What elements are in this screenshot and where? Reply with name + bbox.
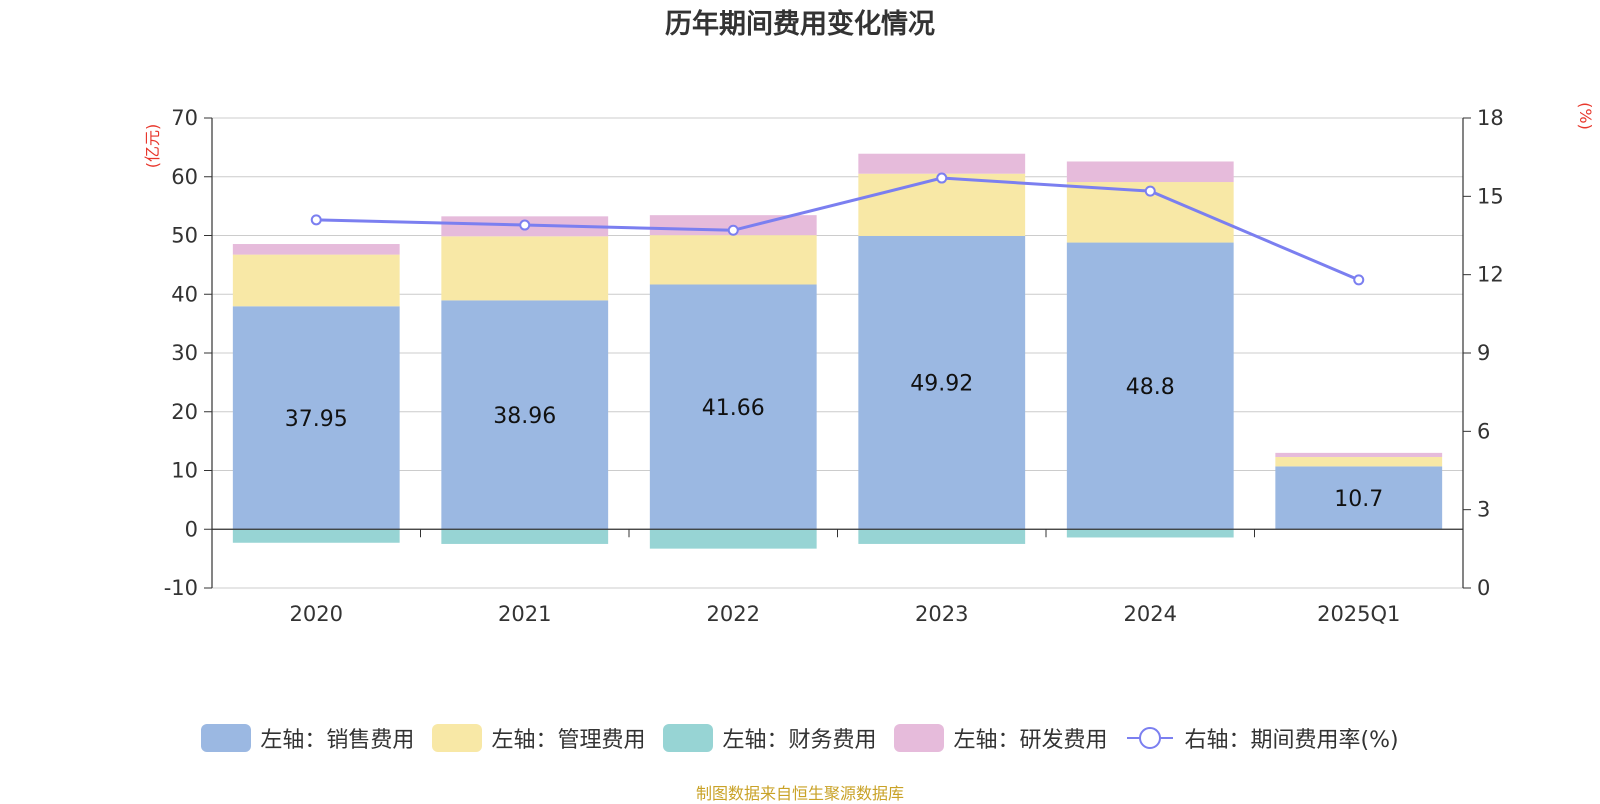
data-label: 38.96 (493, 404, 556, 429)
chart-plot: -10 0 10 20 30 40 50 60 70 0 3 6 9 12 15 18 2020 2021 2022… (143, 102, 1595, 626)
left-axis-tick-label: 30 (171, 341, 198, 365)
x-axis-tick-label: 2025Q1 (1317, 602, 1400, 626)
rate-point (936, 172, 948, 184)
left-axis-tick-label: 40 (171, 282, 198, 306)
legend-label: 右轴：期间费用率(%) (1184, 728, 1399, 753)
bar-2021-左轴：销售费用 (441, 300, 609, 530)
x-axis-tick-label: 2022 (707, 602, 760, 626)
rate-point (310, 214, 322, 226)
legend-swatch (663, 724, 714, 752)
legend-label: 左轴：销售费用 (260, 728, 415, 753)
legend-swatch (201, 724, 252, 752)
data-labels: 37.95 38.96 41.66 49.92 48.8 10.7 (285, 372, 1383, 512)
legend-swatch (894, 724, 945, 752)
bar-2023-左轴：管理费用 (858, 173, 1026, 236)
x-axis-tick-label: 2024 (1124, 602, 1177, 626)
left-axis-tick-label: 60 (171, 165, 198, 189)
rate-line-path (316, 176, 1360, 282)
legend-item[interactable]: 右轴：期间费用率(%) (1125, 722, 1399, 754)
x-axis-tick-label: 2020 (290, 602, 343, 626)
legend-label: 左轴：管理费用 (491, 728, 646, 753)
right-axis-tick-label: 12 (1477, 263, 1504, 287)
bar-2022-左轴：财务费用 (649, 529, 817, 549)
bar-2023-左轴：财务费用 (858, 529, 1026, 544)
bar-2025Q1-左轴：销售费用 (1275, 466, 1443, 530)
bar-2022-左轴：管理费用 (649, 235, 817, 285)
legend-label: 左轴：研发费用 (953, 728, 1108, 753)
right-axis-tick-label: 6 (1477, 419, 1490, 443)
axes: -10 0 10 20 30 40 50 60 70 0 3 6 9 12 15 18 2020 2021 2022… (164, 106, 1504, 626)
legend-item[interactable]: 左轴：管理费用 (432, 722, 645, 754)
rate-point (519, 219, 531, 231)
legend-label: 左轴：财务费用 (722, 728, 877, 753)
bar-2024-左轴：销售费用 (1066, 242, 1234, 530)
bar-2021-左轴：管理费用 (441, 236, 609, 301)
bar-2020-左轴：销售费用 (232, 306, 400, 530)
source-note: 制图数据来自恒生聚源数据库 (695, 784, 904, 803)
legend-item[interactable]: 左轴：销售费用 (201, 722, 414, 754)
left-axis-tick-label: 10 (171, 459, 198, 483)
bar-2020-左轴：财务费用 (232, 529, 400, 543)
rate-point (1144, 185, 1156, 197)
left-axis-tick-label: -10 (164, 576, 198, 600)
data-label: 48.8 (1126, 375, 1175, 400)
right-axis-tick-label: 3 (1477, 498, 1490, 522)
bar-2025Q1-左轴：研发费用 (1275, 452, 1443, 457)
bar-2023-左轴：研发费用 (858, 153, 1026, 174)
left-axis-tick-label: 70 (171, 106, 198, 130)
left-axis-tick-label: 20 (171, 400, 198, 424)
legend: 左轴：销售费用 左轴：管理费用 左轴：财务费用 左轴：研发费用 右轴：期间费用率(%) (0, 722, 1600, 754)
bar-2020-左轴：管理费用 (232, 254, 400, 307)
x-axis-tick-label: 2023 (915, 602, 968, 626)
legend-item[interactable]: 左轴：研发费用 (894, 722, 1107, 754)
rate-line (310, 172, 1365, 286)
data-label: 37.95 (285, 407, 348, 432)
chart-title: 历年期间费用变化情况 (665, 9, 935, 40)
right-axis-tick-label: 0 (1477, 576, 1490, 600)
data-label: 41.66 (702, 396, 765, 421)
bar-2024-左轴：财务费用 (1066, 529, 1234, 538)
legend-item[interactable]: 左轴：财务费用 (663, 722, 876, 754)
right-axis-tick-label: 18 (1477, 106, 1504, 130)
left-axis-tick-label: 50 (171, 224, 198, 248)
bar-2024-左轴：研发费用 (1066, 161, 1234, 183)
right-axis-tick-label: 9 (1477, 341, 1490, 365)
bar-2021-左轴：财务费用 (441, 529, 609, 544)
rate-point (1353, 274, 1365, 286)
right-axis-tick-label: 15 (1477, 184, 1504, 208)
bar-2022-左轴：销售费用 (649, 284, 817, 530)
x-axis-tick-label: 2021 (498, 602, 551, 626)
left-axis-tick-label: 0 (185, 517, 198, 541)
legend-swatch (432, 724, 483, 752)
legend-line-marker (1127, 727, 1174, 749)
rate-point (727, 224, 739, 236)
data-label: 49.92 (910, 372, 973, 397)
data-label: 10.7 (1334, 487, 1383, 512)
bar-2023-左轴：销售费用 (858, 235, 1026, 530)
bar-2025Q1-左轴：管理费用 (1275, 456, 1443, 467)
bar-2020-左轴：研发费用 (232, 244, 400, 255)
right-axis-unit: (%) (1576, 102, 1595, 130)
left-axis-unit: (亿元) (143, 124, 162, 169)
bars (232, 153, 1443, 549)
